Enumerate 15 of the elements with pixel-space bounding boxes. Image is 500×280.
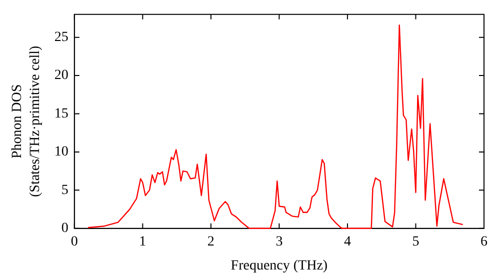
x-tick-label: 3 [276, 234, 283, 250]
x-tick-label: 2 [207, 234, 214, 250]
x-tick-label: 1 [139, 234, 146, 250]
x-tick-label: 4 [344, 234, 351, 250]
x-tick-label: 6 [480, 234, 488, 250]
y-tick-label: 0 [61, 221, 68, 236]
y-tick-label: 10 [54, 144, 68, 160]
x-axis-title: Frequency (THz) [230, 258, 328, 274]
y-tick-label: 15 [54, 106, 68, 122]
y-tick-label: 25 [54, 30, 68, 45]
x-tick-label: 5 [412, 234, 420, 250]
x-tick-label: 0 [70, 234, 78, 250]
y-tick-label: 20 [54, 68, 68, 84]
y-axis-title: Phonon DOS (States/THz·primitive cell) [10, 45, 43, 198]
y-tick-label: 5 [61, 182, 68, 198]
